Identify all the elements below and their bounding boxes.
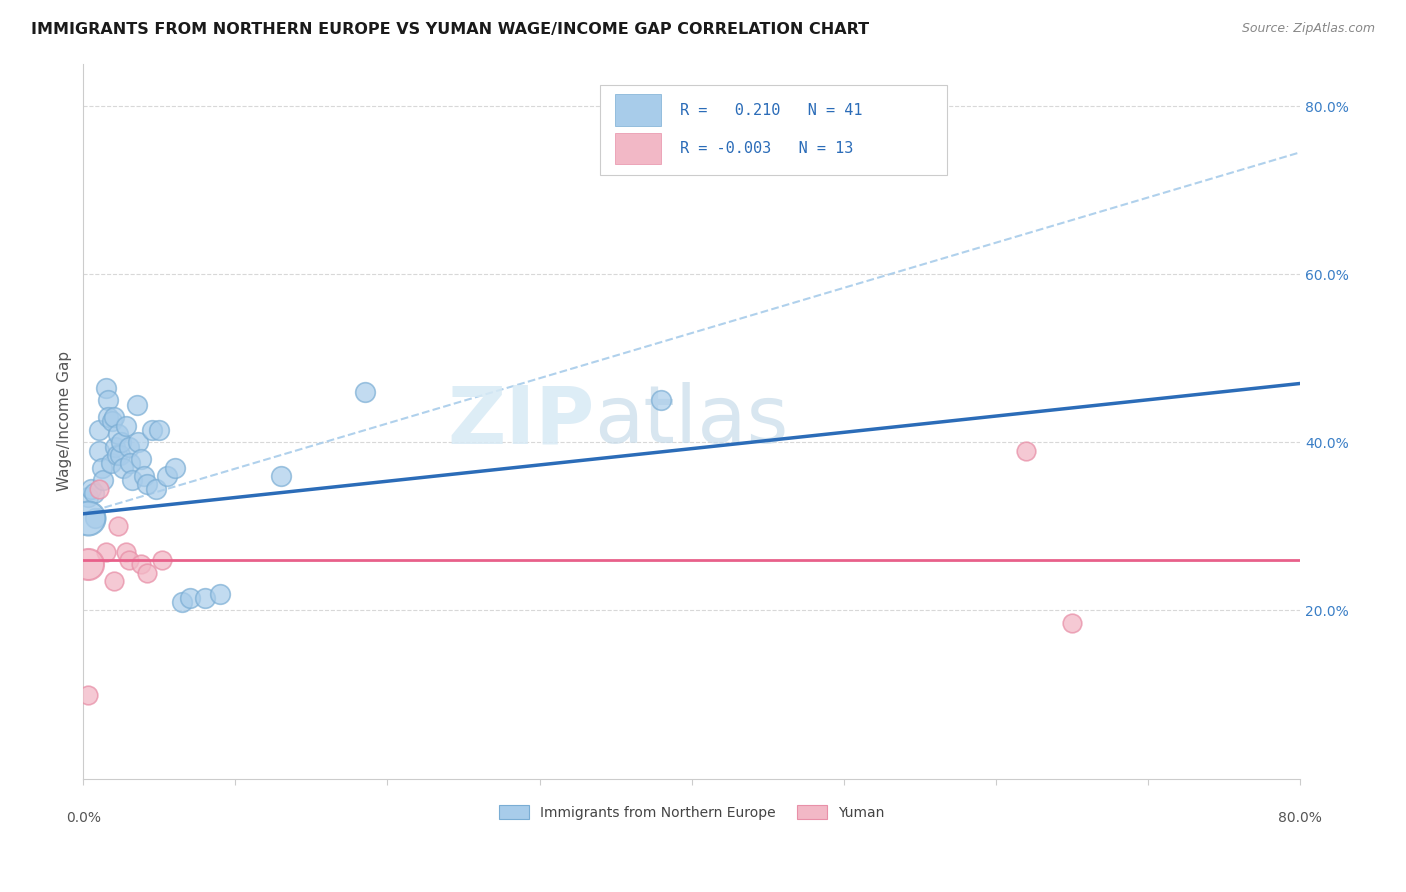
Point [120, 456, 142, 470]
Point [1060, 615, 1083, 630]
Text: R =   0.210   N = 41: R = 0.210 N = 41 [679, 103, 862, 118]
Point [107, 426, 129, 441]
Point [156, 469, 179, 483]
Point [87, 443, 110, 458]
Point [353, 384, 375, 399]
FancyBboxPatch shape [600, 86, 948, 175]
Point [107, 519, 129, 533]
Text: R = -0.003   N = 13: R = -0.003 N = 13 [679, 141, 853, 156]
Point [136, 477, 159, 491]
Text: ZIP: ZIP [447, 383, 595, 460]
Point [103, 410, 125, 425]
Point [1015, 443, 1038, 458]
Point [115, 544, 138, 558]
Point [100, 456, 122, 470]
Point [127, 435, 149, 450]
Point [97, 410, 120, 425]
Point [94, 544, 117, 558]
Point [650, 393, 672, 408]
Text: 0.0%: 0.0% [66, 811, 101, 825]
Point [76, 688, 98, 702]
Text: Source: ZipAtlas.com: Source: ZipAtlas.com [1241, 22, 1375, 36]
Point [136, 566, 159, 580]
Point [110, 435, 132, 450]
Point [125, 397, 148, 411]
Point [103, 574, 125, 588]
Legend: Immigrants from Northern Europe, Yuman: Immigrants from Northern Europe, Yuman [494, 799, 890, 825]
Point [83, 485, 105, 500]
Point [76, 558, 98, 572]
Point [163, 460, 186, 475]
Point [76, 490, 98, 504]
Y-axis label: Wage/Income Gap: Wage/Income Gap [58, 351, 72, 491]
Point [97, 393, 120, 408]
Point [145, 482, 167, 496]
Point [87, 482, 110, 496]
Point [148, 423, 170, 437]
Point [129, 452, 152, 467]
Point [134, 469, 156, 483]
FancyBboxPatch shape [614, 133, 661, 164]
Point [118, 553, 141, 567]
Point [172, 595, 194, 609]
Point [90, 460, 112, 475]
Point [94, 381, 117, 395]
Point [194, 591, 217, 605]
Point [76, 511, 98, 525]
Text: 80.0%: 80.0% [1278, 811, 1322, 825]
Point [118, 440, 141, 454]
Point [111, 460, 134, 475]
Point [129, 558, 152, 572]
Point [80, 482, 103, 496]
Point [209, 587, 232, 601]
Point [108, 448, 131, 462]
Point [141, 423, 163, 437]
Point [150, 553, 173, 567]
Point [115, 418, 138, 433]
Point [104, 440, 127, 454]
Point [87, 423, 110, 437]
Text: IMMIGRANTS FROM NORTHERN EUROPE VS YUMAN WAGE/INCOME GAP CORRELATION CHART: IMMIGRANTS FROM NORTHERN EUROPE VS YUMAN… [31, 22, 869, 37]
Point [179, 591, 201, 605]
Point [84, 511, 107, 525]
Point [105, 448, 128, 462]
FancyBboxPatch shape [614, 95, 661, 126]
Point [91, 473, 114, 487]
Point [270, 469, 292, 483]
Point [121, 473, 143, 487]
Text: atlas: atlas [595, 383, 789, 460]
Point [101, 414, 124, 428]
